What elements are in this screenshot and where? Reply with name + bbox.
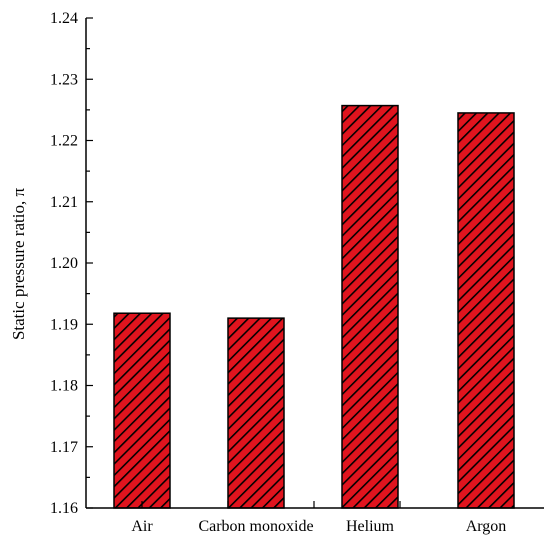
x-tick-label: Carbon monoxide xyxy=(198,518,313,535)
x-tick-label: Helium xyxy=(346,518,395,535)
y-tick-label: 1.19 xyxy=(50,316,78,333)
y-tick-label: 1.20 xyxy=(50,255,78,272)
bars-layer xyxy=(113,104,515,509)
bar-carbon-monoxide xyxy=(227,317,285,509)
y-tick-label: 1.17 xyxy=(50,439,78,456)
x-tick-label: Air xyxy=(131,518,153,535)
y-tick-label: 1.16 xyxy=(50,500,78,517)
y-tick-label: 1.22 xyxy=(50,133,78,150)
bar-argon xyxy=(457,112,515,509)
y-tick-label: 1.18 xyxy=(50,378,78,395)
y-tick-label: 1.24 xyxy=(50,10,78,27)
y-tick-label: 1.23 xyxy=(50,71,78,88)
x-tick-label: Argon xyxy=(466,518,507,535)
y-tick-label: 1.21 xyxy=(50,194,78,211)
axes-layer: 1.16 1.17 1.18 1.19 1.20 1.21 1.22 1.23 1.24 Air C… xyxy=(50,10,544,535)
bar-air xyxy=(113,312,171,509)
y-axis-title: Static pressure ratio, π xyxy=(9,188,28,341)
bar-helium xyxy=(341,104,399,509)
